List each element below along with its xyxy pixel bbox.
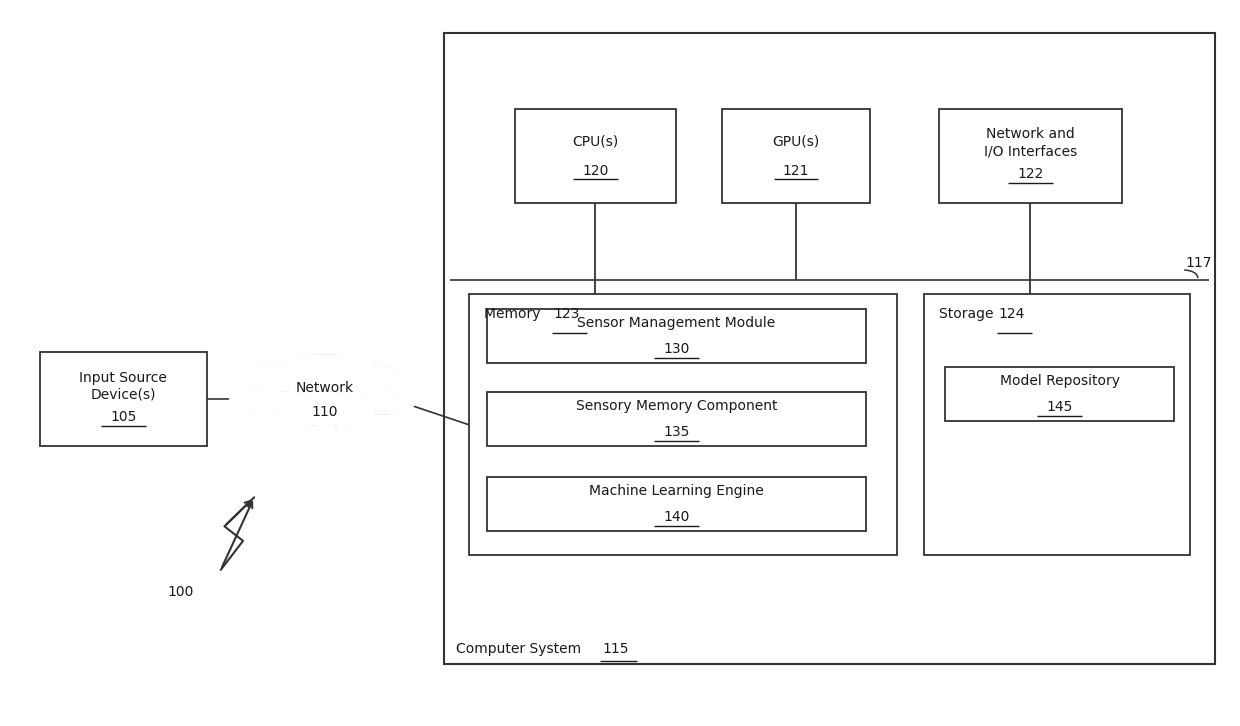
Ellipse shape xyxy=(274,391,376,426)
Ellipse shape xyxy=(278,354,372,386)
Text: 115: 115 xyxy=(603,642,629,656)
Text: Sensory Memory Component: Sensory Memory Component xyxy=(575,399,777,413)
Text: 117: 117 xyxy=(1185,256,1211,270)
Text: Memory: Memory xyxy=(484,307,544,321)
FancyBboxPatch shape xyxy=(40,352,207,446)
Text: 140: 140 xyxy=(663,510,689,524)
Text: 121: 121 xyxy=(782,163,810,178)
Text: CPU(s): CPU(s) xyxy=(572,134,619,149)
Ellipse shape xyxy=(228,390,298,413)
FancyBboxPatch shape xyxy=(515,109,676,203)
Ellipse shape xyxy=(244,364,319,391)
Text: Network: Network xyxy=(296,381,353,396)
Text: I/O Interfaces: I/O Interfaces xyxy=(983,144,1078,158)
Ellipse shape xyxy=(350,392,412,414)
Text: 120: 120 xyxy=(582,163,609,178)
Text: GPU(s): GPU(s) xyxy=(773,134,820,149)
Text: 100: 100 xyxy=(167,584,193,599)
Text: Machine Learning Engine: Machine Learning Engine xyxy=(589,484,764,498)
Ellipse shape xyxy=(346,391,415,415)
FancyBboxPatch shape xyxy=(487,392,866,446)
Ellipse shape xyxy=(340,368,409,391)
FancyBboxPatch shape xyxy=(487,309,866,363)
Ellipse shape xyxy=(241,364,322,391)
Ellipse shape xyxy=(278,393,372,425)
Text: Device(s): Device(s) xyxy=(91,387,156,401)
Text: Model Repository: Model Repository xyxy=(999,374,1120,388)
FancyBboxPatch shape xyxy=(444,33,1215,664)
Text: Sensor Management Module: Sensor Management Module xyxy=(578,316,775,330)
Text: Network and: Network and xyxy=(986,127,1075,142)
FancyBboxPatch shape xyxy=(945,367,1174,421)
Text: 135: 135 xyxy=(663,425,689,439)
FancyBboxPatch shape xyxy=(939,109,1122,203)
Ellipse shape xyxy=(336,367,413,393)
Text: 105: 105 xyxy=(110,410,136,425)
Text: 110: 110 xyxy=(311,404,339,419)
Text: Input Source: Input Source xyxy=(79,370,167,385)
FancyBboxPatch shape xyxy=(924,294,1190,555)
Ellipse shape xyxy=(232,391,294,412)
Text: 123: 123 xyxy=(553,307,579,321)
FancyBboxPatch shape xyxy=(487,477,866,531)
FancyBboxPatch shape xyxy=(469,294,897,555)
Ellipse shape xyxy=(281,356,368,385)
Text: Computer System: Computer System xyxy=(456,642,585,656)
Text: 130: 130 xyxy=(663,342,689,356)
Text: 145: 145 xyxy=(1047,400,1073,414)
Text: Storage: Storage xyxy=(939,307,997,321)
FancyBboxPatch shape xyxy=(722,109,870,203)
Text: 122: 122 xyxy=(1017,167,1044,182)
Text: 124: 124 xyxy=(998,307,1024,321)
